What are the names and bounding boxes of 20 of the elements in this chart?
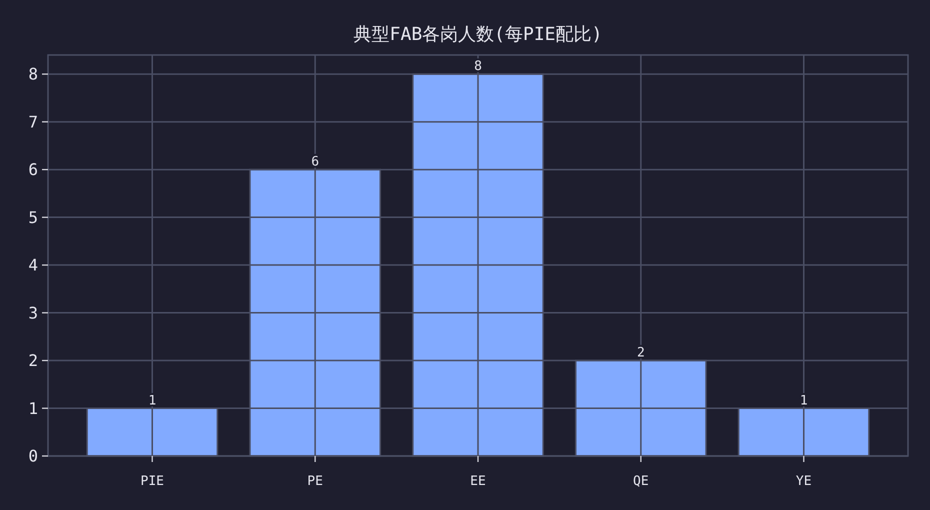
data-label: 6 <box>311 154 320 170</box>
y-tick-label: 7 <box>28 112 38 132</box>
data-label: 1 <box>148 393 156 408</box>
x-tick-label: PIE <box>140 474 164 489</box>
x-tick-label: PE <box>307 474 323 489</box>
x-tick-label: YE <box>796 474 812 489</box>
data-label: 2 <box>636 346 645 361</box>
chart-title: 典型FAB各岗人数(每PIE配比) <box>354 24 602 45</box>
y-tick-label: 2 <box>28 351 38 370</box>
x-tick-label: EE <box>470 474 486 489</box>
y-tick-label: 5 <box>28 208 38 227</box>
y-tick-label: 0 <box>28 446 38 466</box>
y-tick-label: 1 <box>28 398 38 418</box>
y-tick-label: 6 <box>28 160 38 180</box>
x-tick-label: QE <box>633 474 649 489</box>
data-label: 1 <box>800 393 808 408</box>
data-label: 8 <box>474 59 482 74</box>
y-tick-label: 4 <box>28 256 38 275</box>
y-tick-label: 3 <box>28 303 38 322</box>
y-tick-label: 8 <box>28 64 38 84</box>
